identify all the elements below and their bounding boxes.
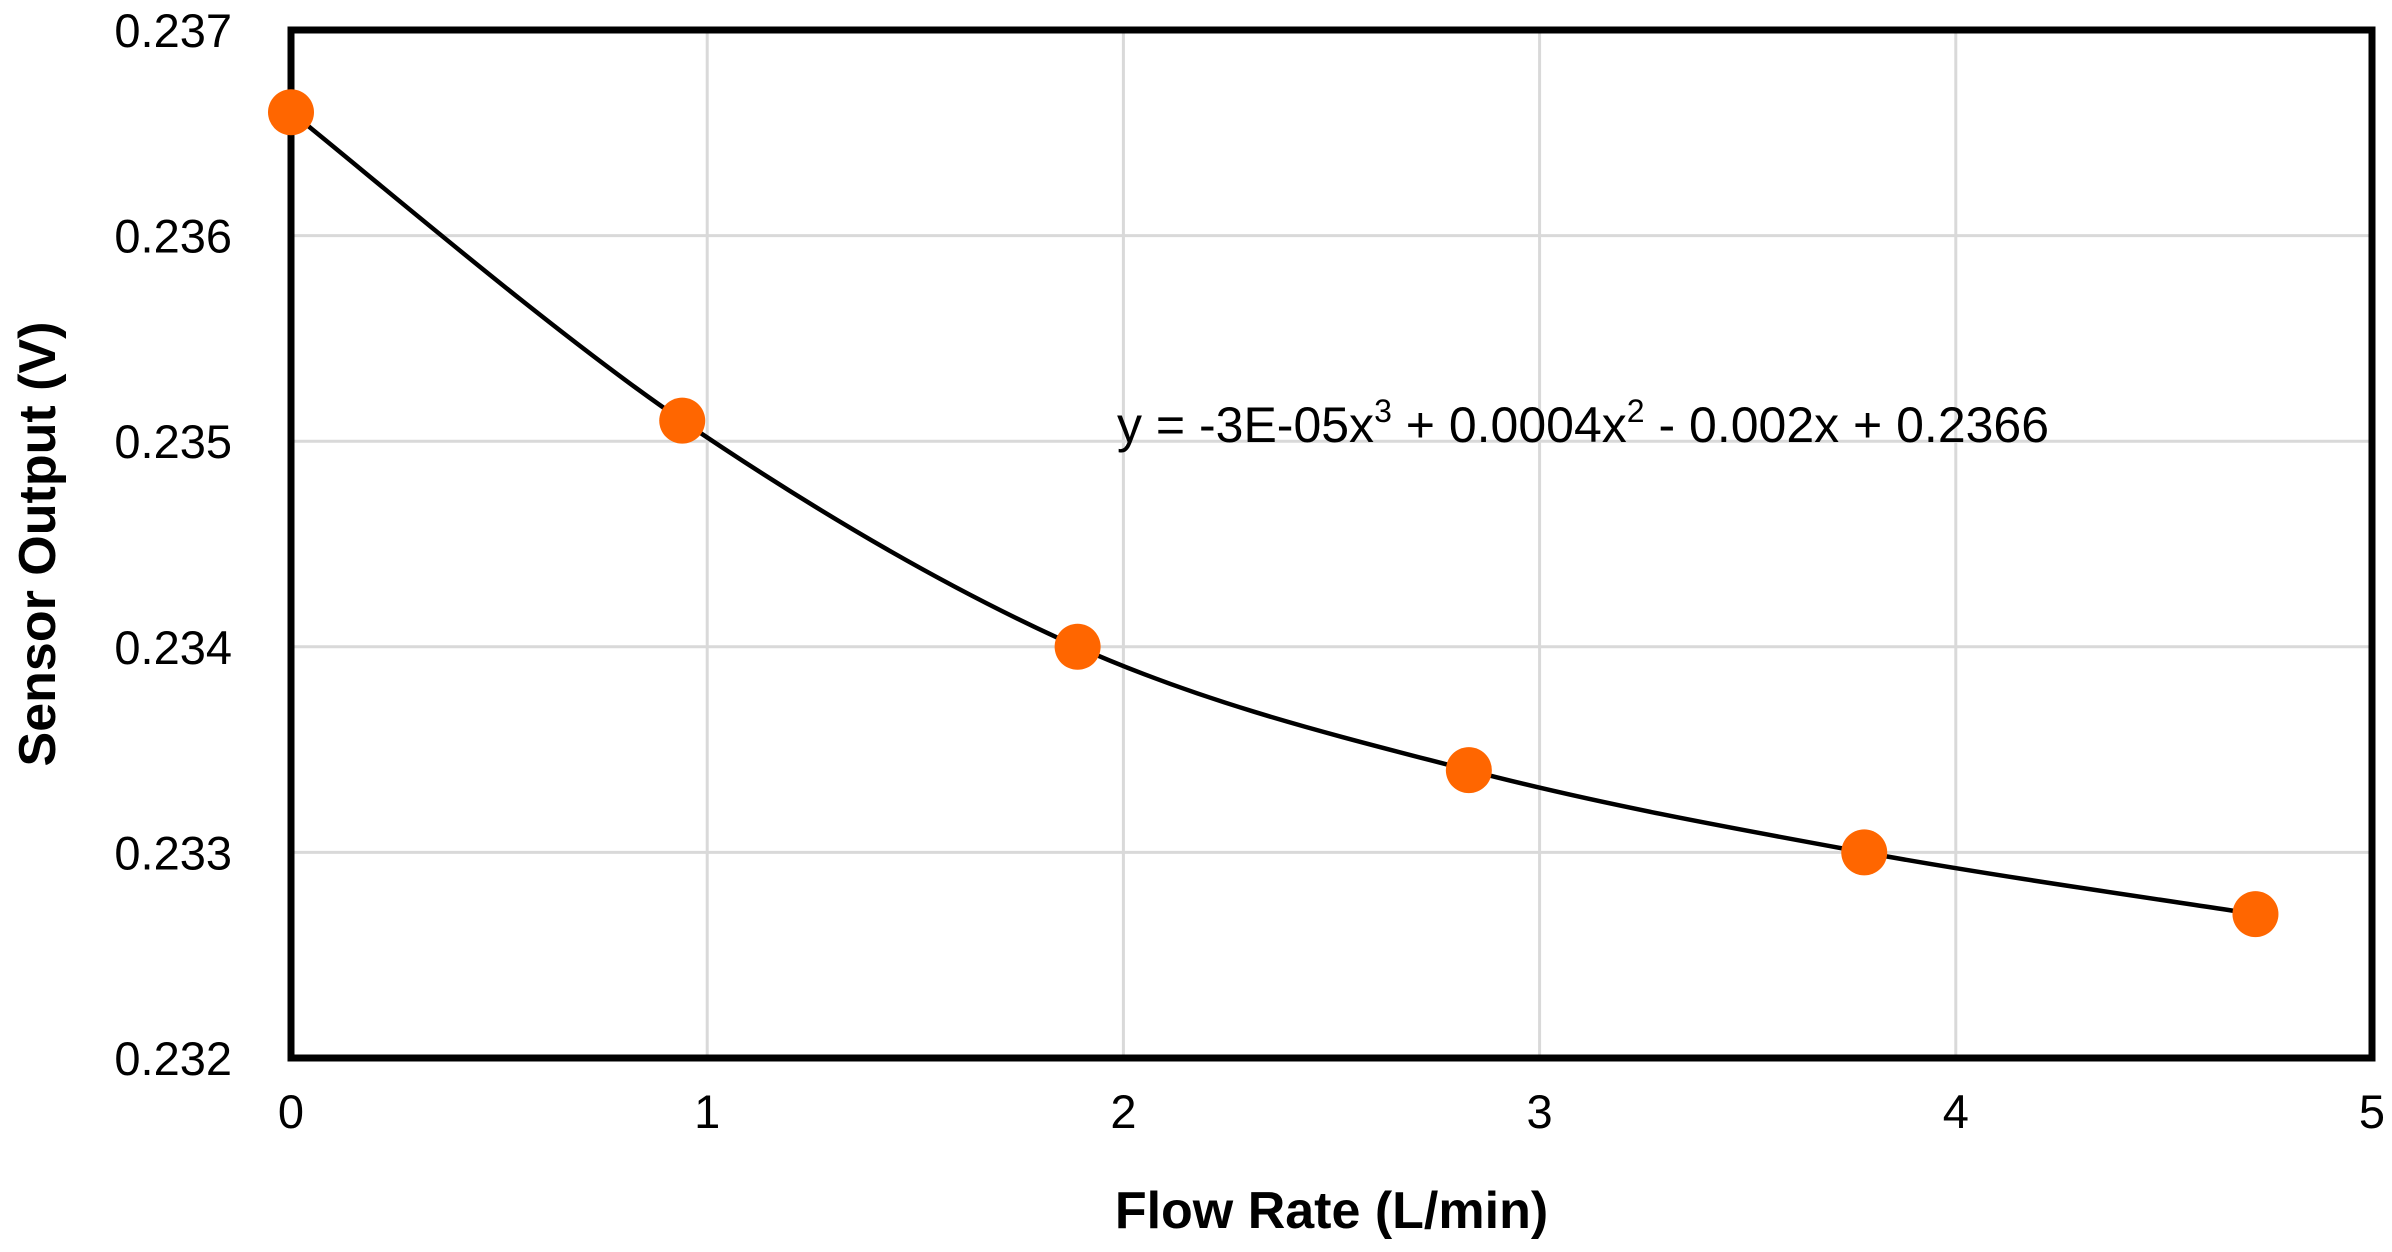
- gridlines: [291, 30, 2372, 1058]
- x-tick-label: 0: [278, 1085, 304, 1138]
- x-tick-label: 1: [694, 1085, 720, 1138]
- x-tick-label: 2: [1110, 1085, 1136, 1138]
- y-axis-title: Sensor Output (V): [9, 322, 67, 767]
- x-axis-title: Flow Rate (L/min): [1115, 1182, 1548, 1240]
- x-tick-label: 4: [1943, 1085, 1969, 1138]
- data-point: [268, 89, 314, 136]
- equation-part-1: y = -3E-05x: [1117, 397, 1374, 453]
- trendline: [289, 110, 2256, 917]
- x-tick-label: 3: [1527, 1085, 1553, 1138]
- y-tick-label: 0.232: [114, 1032, 232, 1085]
- data-points: [268, 89, 2279, 938]
- y-tick-label: 0.233: [114, 826, 232, 879]
- plot-frame: [287, 26, 2376, 1062]
- data-point: [2232, 891, 2279, 938]
- y-tick-label: 0.237: [114, 4, 232, 57]
- trendline-equation: y = -3E-05x3 + 0.0004x2 - 0.002x + 0.236…: [1117, 393, 2049, 453]
- y-tick-labels: 0.232 0.233 0.234 0.235 0.236 0.237: [114, 4, 232, 1085]
- data-point: [1841, 829, 1888, 876]
- y-tick-label: 0.236: [114, 210, 232, 263]
- y-tick-label: 0.234: [114, 621, 232, 674]
- equation-part-2: + 0.0004x: [1392, 397, 1627, 453]
- y-tick-label: 0.235: [114, 415, 232, 468]
- equation-exponent-2: 2: [1627, 393, 1645, 429]
- data-point: [659, 397, 706, 444]
- x-tick-labels: 0 1 2 3 4 5: [278, 1085, 2385, 1138]
- equation-part-3: - 0.002x + 0.2366: [1645, 397, 2049, 453]
- equation-exponent-3: 3: [1374, 393, 1392, 429]
- data-point: [1445, 747, 1492, 794]
- data-point: [1054, 623, 1101, 670]
- x-tick-label: 5: [2359, 1085, 2385, 1138]
